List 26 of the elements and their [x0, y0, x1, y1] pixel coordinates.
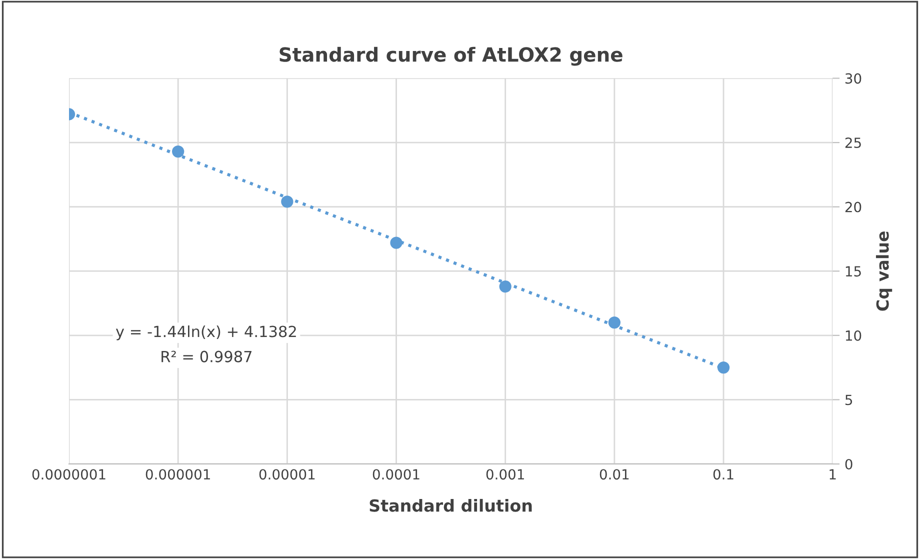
x-tick-label: 1 — [830, 469, 836, 480]
x-tick-label: 0.0000001 — [32, 469, 106, 480]
x-tick-label: 0.001 — [486, 469, 524, 480]
point — [390, 236, 402, 249]
chart-title: Standard curve of AtLOX2 gene — [280, 46, 622, 66]
x-tick-label: 0.000001 — [146, 469, 210, 480]
point — [281, 196, 294, 208]
point — [608, 316, 621, 329]
x-tick-label: 0.00001 — [259, 469, 315, 480]
y-tick-label: 20 — [845, 202, 862, 212]
y-tick-label: 15 — [846, 266, 861, 277]
point — [172, 145, 184, 158]
annotation: R² = 0.9987 — [162, 350, 252, 362]
y-tick-label: 30 — [845, 73, 862, 84]
x-axis-title: Standard dilution — [370, 498, 532, 512]
y-tick-label: 10 — [846, 330, 862, 341]
point — [717, 361, 730, 374]
y-tick-label: 25 — [845, 138, 861, 148]
y-tick-label: 0 — [845, 458, 852, 470]
x-tick-label: 0.0001 — [372, 469, 420, 480]
annotation: y = -1.44ln(x) + 4.1382 — [116, 325, 296, 340]
y-axis-title: Cq value — [876, 231, 892, 311]
point — [499, 280, 512, 293]
x-tick-label: 0.01 — [600, 469, 629, 480]
y-tick-label: 5 — [845, 394, 852, 406]
x-tick-label: 0.1 — [713, 469, 734, 480]
